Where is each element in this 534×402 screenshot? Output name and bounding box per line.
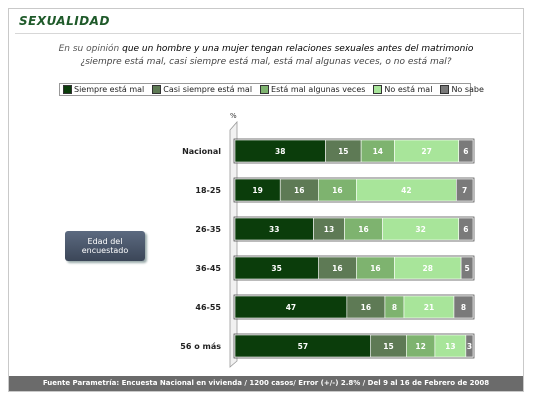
data-label: 15 [383, 342, 393, 351]
category-label: 46-55 [195, 303, 221, 312]
category-label: 36-45 [195, 264, 221, 273]
legend-swatch [440, 85, 450, 94]
legend-item: No está mal [373, 85, 432, 94]
category-label: Nacional [182, 147, 221, 156]
data-label: 3 [467, 342, 472, 351]
callout-line-2: encuestado [81, 246, 129, 255]
data-label: 5 [464, 264, 469, 273]
age-callout: Edad del encuestado [65, 231, 145, 261]
data-label: 38 [275, 147, 285, 156]
category-label: 18-25 [195, 186, 221, 195]
question-strong: que un hombre y una mujer tengan relacio… [122, 44, 474, 54]
percent-axis-label: % [230, 112, 237, 120]
data-label: 6 [463, 225, 468, 234]
bar-segment [460, 256, 474, 280]
legend-label: No está mal [384, 85, 433, 94]
bar-frame [233, 294, 475, 320]
data-label: 42 [401, 186, 411, 195]
data-label: 6 [463, 147, 468, 156]
data-label: 16 [294, 186, 304, 195]
legend-swatch [260, 85, 270, 94]
data-label: 16 [332, 186, 342, 195]
question-lead: En su opinión [58, 44, 120, 54]
data-label: 32 [415, 225, 425, 234]
bar-frame [233, 333, 475, 359]
data-label: 16 [358, 225, 368, 234]
data-label: 33 [269, 225, 279, 234]
legend-swatch [152, 85, 162, 94]
source-footer: Fuente Parametría: Encuesta Nacional en … [9, 376, 523, 391]
bar-segment [456, 178, 474, 202]
legend-item: Casi siempre está mal [152, 85, 252, 94]
question-line-2: ¿siempre está mal, casi siempre está mal… [80, 57, 452, 67]
data-label: 57 [298, 342, 308, 351]
category-label: 26-35 [195, 225, 221, 234]
data-label: 8 [392, 303, 397, 312]
bar-segment [458, 217, 474, 241]
bar-segment [458, 139, 474, 163]
bar-segment [465, 334, 474, 358]
legend-label: Casi siempre está mal [163, 85, 253, 94]
page-title: SEXUALIDAD [19, 14, 110, 28]
data-label: 13 [445, 342, 455, 351]
legend-item: Siempre está mal [63, 85, 144, 94]
bar-frame [233, 216, 475, 242]
chart-legend: Siempre está mal Casi siempre está mal E… [59, 83, 484, 96]
data-label: 7 [462, 186, 467, 195]
callout-line-1: Edad del [87, 237, 123, 246]
data-label: 19 [252, 186, 262, 195]
chart-frame: SEXUALIDAD En su opinión que un hombre y… [8, 8, 524, 392]
category-label: 56 o más [180, 342, 221, 351]
question-line-1: En su opinión que un hombre y una mujer … [9, 44, 523, 54]
data-label: 35 [271, 264, 281, 273]
legend-label: Está mal algunas veces [271, 85, 366, 94]
data-label: 14 [373, 147, 383, 156]
data-label: 16 [370, 264, 380, 273]
legend-item: Está mal algunas veces [260, 85, 365, 94]
data-label: 28 [423, 264, 433, 273]
legend-item: No sabe [440, 85, 484, 94]
bar-segment [453, 295, 474, 319]
data-label: 13 [324, 225, 334, 234]
data-label: 12 [415, 342, 425, 351]
legend-swatch [63, 85, 72, 94]
bar-frame [233, 177, 475, 203]
data-label: 15 [338, 147, 348, 156]
stacked-bar-chart: %Nacional 38 15 14 27 618-25 19 16 16 42 726-35 33 1… [180, 112, 475, 368]
legend-label: Siempre está mal [74, 85, 145, 94]
title-divider [15, 33, 521, 34]
data-label: 16 [332, 264, 342, 273]
data-label: 27 [421, 147, 431, 156]
legend-label: No sabe [451, 85, 484, 94]
bar-frame [233, 138, 475, 164]
bar-frame [233, 255, 475, 281]
data-label: 16 [361, 303, 371, 312]
legend-swatch [373, 85, 383, 94]
data-label: 47 [286, 303, 296, 312]
data-label: 8 [461, 303, 466, 312]
data-label: 21 [424, 303, 434, 312]
